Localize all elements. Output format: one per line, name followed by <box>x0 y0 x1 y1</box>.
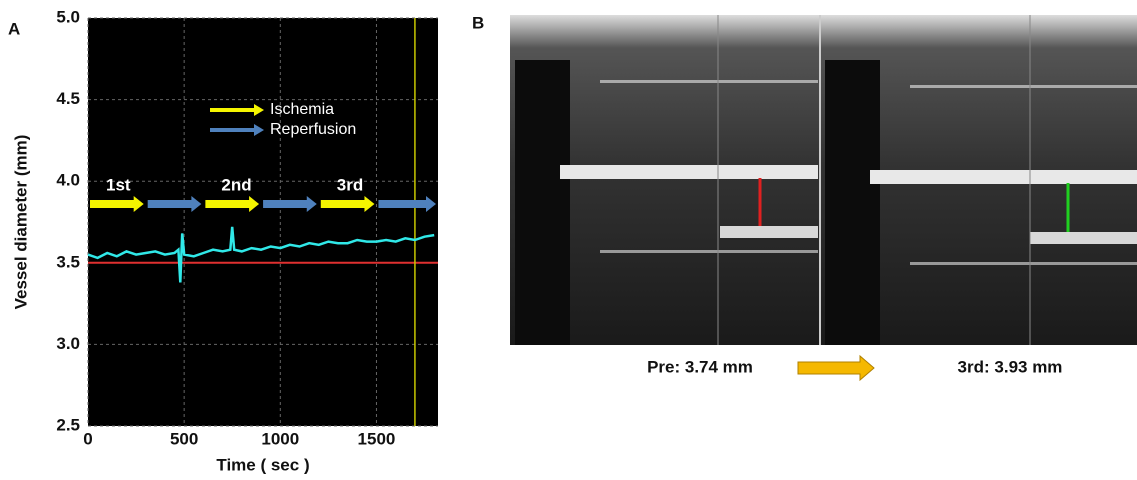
x-tick-label: 0 <box>83 429 92 448</box>
phase-label: 2nd <box>221 175 251 194</box>
caption: Pre: 3.74 mm <box>647 357 753 376</box>
x-tick-label: 1000 <box>261 429 299 448</box>
panel-label: A <box>8 19 20 38</box>
y-tick-label: 3.0 <box>56 334 80 353</box>
phase-arrow <box>90 196 144 212</box>
phase-arrow <box>263 196 317 212</box>
y-tick-label: 2.5 <box>56 415 80 434</box>
phase-arrow <box>205 196 260 212</box>
x-axis-label: Time ( sec ) <box>216 455 309 474</box>
phase-arrow <box>320 196 375 212</box>
legend-arrow <box>210 104 264 116</box>
panel-label: B <box>472 13 484 32</box>
phase-label: 3rd <box>337 175 363 194</box>
caption: 3rd: 3.93 mm <box>958 357 1063 376</box>
x-tick-label: 500 <box>170 429 198 448</box>
y-tick-label: 5.0 <box>56 7 80 26</box>
phase-arrow <box>147 196 202 212</box>
legend-label: Ischemia <box>270 101 334 118</box>
y-tick-label: 4.0 <box>56 171 80 190</box>
phase-label: 1st <box>106 175 131 194</box>
phase-arrow <box>378 196 436 212</box>
line-series <box>87 226 435 283</box>
plot-area <box>88 18 438 426</box>
y-axis-label: Vessel diameter (mm) <box>11 135 30 310</box>
x-tick-label: 1500 <box>358 429 396 448</box>
y-tick-label: 4.5 <box>56 89 80 108</box>
y-tick-label: 3.5 <box>56 252 80 271</box>
ultrasound-images <box>510 15 1137 382</box>
legend-label: Reperfusion <box>270 121 356 138</box>
legend-arrow <box>210 124 264 136</box>
